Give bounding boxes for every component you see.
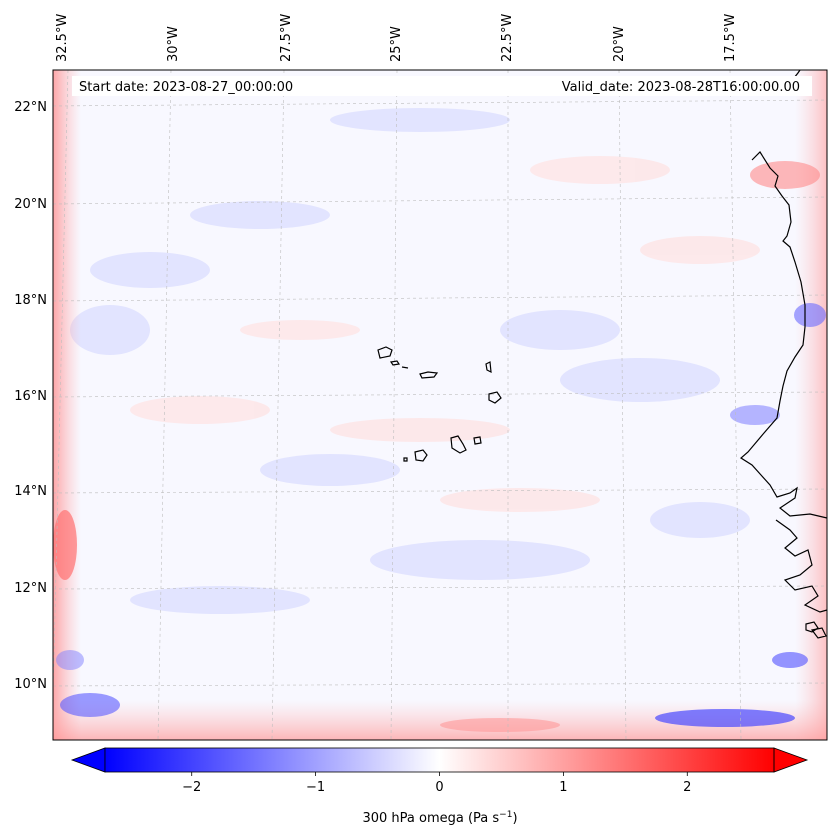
lon-label: 17.5°W bbox=[723, 14, 738, 62]
colorbar: −2 −1 0 1 2 300 hPa omega (Pa s−1) bbox=[70, 747, 809, 826]
colorbar-label-end: ) bbox=[512, 811, 517, 826]
colorbar-extend-min bbox=[70, 747, 106, 773]
colorbar-label-sup: −1 bbox=[499, 810, 512, 820]
omega-field bbox=[53, 70, 827, 740]
lon-label: 22.5°W bbox=[500, 14, 515, 62]
colorbar-tick-label: 2 bbox=[683, 780, 691, 795]
latitude-labels: 22°N 20°N 18°N 16°N 14°N 12°N 10°N bbox=[14, 100, 47, 692]
valid-date-label: Valid_date: 2023-08-28T16:00:00.00 bbox=[562, 80, 800, 95]
lat-label: 18°N bbox=[14, 293, 47, 308]
lat-label: 16°N bbox=[14, 389, 47, 404]
colorbar-tick-label: 1 bbox=[559, 780, 567, 795]
colorbar-gradient bbox=[105, 748, 774, 772]
lon-label: 32.5°W bbox=[55, 14, 70, 62]
lat-label: 22°N bbox=[14, 100, 47, 115]
lat-label: 14°N bbox=[14, 484, 47, 499]
colorbar-tick-label: −2 bbox=[182, 780, 201, 795]
longitude-labels: 32.5°W 30°W 27.5°W 25°W 22.5°W 20°W 17.5… bbox=[55, 14, 738, 62]
lon-label: 25°W bbox=[389, 26, 404, 62]
date-banner bbox=[72, 76, 812, 96]
colorbar-tick-label: −1 bbox=[306, 780, 325, 795]
colorbar-extend-max bbox=[773, 747, 809, 773]
lat-label: 20°N bbox=[14, 197, 47, 212]
start-date-label: Start date: 2023-08-27_00:00:00 bbox=[79, 80, 293, 95]
colorbar-tick-label: 0 bbox=[435, 780, 443, 795]
lat-label: 12°N bbox=[14, 581, 47, 596]
colorbar-ticks: −2 −1 0 1 2 bbox=[182, 772, 691, 795]
colorbar-label: 300 hPa omega (Pa s−1) bbox=[362, 810, 517, 826]
lon-label: 30°W bbox=[166, 26, 181, 62]
map-frame bbox=[52, 69, 828, 741]
cabo-verde-islands bbox=[377, 346, 502, 462]
colorbar-label-main: 300 hPa omega (Pa s bbox=[362, 811, 499, 826]
lon-label: 20°W bbox=[612, 26, 627, 62]
graticule bbox=[53, 70, 827, 740]
lat-label: 10°N bbox=[14, 677, 47, 692]
lon-label: 27.5°W bbox=[279, 14, 294, 62]
